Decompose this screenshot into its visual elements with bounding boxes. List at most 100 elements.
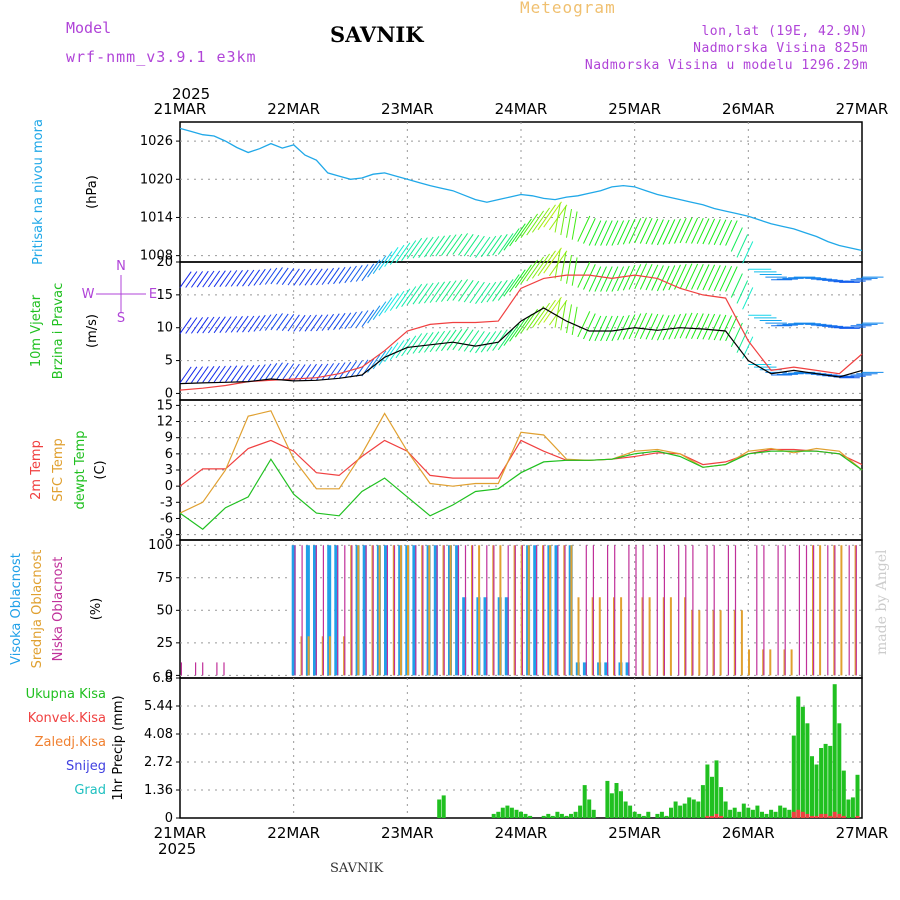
wind-arrow	[253, 314, 266, 332]
wind-arrow	[207, 316, 221, 334]
wind-arrow	[350, 311, 363, 329]
wind-arrow	[742, 241, 754, 264]
date-label-top: 27MAR	[836, 100, 889, 118]
date-label-top: 26MAR	[722, 100, 775, 118]
precip-bar	[732, 807, 737, 818]
y-tick-label: 10	[156, 321, 173, 336]
wind-arrow	[196, 270, 209, 288]
wind-arrow	[458, 234, 474, 256]
dewpt-line	[179, 450, 863, 530]
panel-wind: 0 5 10 15 20	[156, 255, 863, 401]
precip-bar	[819, 748, 824, 818]
precip-bar	[609, 793, 614, 818]
wind-arrow	[651, 219, 664, 245]
precip-legend-4: Grad	[74, 783, 106, 798]
model-name: wrf-nmm_v3.9.1 e3km	[66, 48, 257, 66]
convective-bar	[791, 811, 796, 818]
precip-bar	[828, 745, 833, 818]
wind-arrow	[259, 314, 272, 332]
wind-arrow	[509, 223, 526, 247]
wind-arrow	[656, 315, 670, 341]
wind-arrow	[583, 313, 596, 340]
footer-station: SAVNIK	[330, 861, 384, 876]
wind-arrow	[333, 362, 346, 380]
y-tick-label: 25	[156, 636, 173, 651]
y-tick-label: 4.08	[144, 727, 173, 742]
precip-bar	[846, 799, 851, 818]
wind-arrow	[401, 335, 417, 357]
wind-arrow	[185, 271, 198, 288]
precip-bar	[773, 811, 778, 818]
wind-arrow	[429, 330, 446, 353]
wind-arrow	[202, 270, 215, 288]
precip-bar	[760, 811, 764, 818]
wind-arrow	[264, 267, 278, 285]
wind-arrow	[514, 218, 532, 243]
wind-arrow	[719, 315, 733, 341]
wind-arrow	[713, 265, 727, 292]
wind-arrow	[315, 314, 329, 332]
precip-bar	[691, 799, 696, 818]
altitude-label: Nadmorska Visina 825m	[693, 41, 868, 56]
precip-bar	[814, 764, 819, 818]
wind-arrow	[202, 366, 215, 383]
wind-arrow	[384, 247, 399, 267]
wind-arrow	[594, 315, 607, 342]
wind-arrow	[566, 255, 572, 284]
wind-arrow	[469, 235, 485, 258]
wind-arrow	[600, 266, 613, 292]
precip-bar	[723, 801, 728, 818]
convective-bar	[800, 811, 805, 818]
wind-arrow	[344, 311, 357, 330]
precip-bar	[564, 815, 569, 818]
wind-arrow	[190, 366, 204, 383]
wind-arrow	[742, 287, 754, 310]
wind-arrow	[412, 283, 428, 305]
wind-arrow	[588, 266, 602, 292]
precip-bar	[710, 776, 714, 818]
wind-arrow	[190, 271, 204, 288]
y-tick-label: 5.44	[144, 699, 173, 714]
precip-bar	[555, 811, 560, 818]
y-tick-label: 0	[165, 479, 173, 494]
wind-arrow	[236, 315, 249, 333]
y-tick-label: 75	[156, 571, 173, 586]
precip-bar	[755, 805, 760, 818]
wind-arrow	[656, 265, 670, 292]
wind-arrow	[185, 366, 198, 384]
wind-arrow	[503, 274, 520, 297]
wind-arrow	[469, 331, 485, 353]
wind-arrow	[645, 218, 659, 245]
y-tick-label: 1014	[140, 210, 173, 225]
precip-bar	[810, 756, 814, 818]
wind-arrow	[622, 218, 636, 245]
wind-arrow	[338, 361, 352, 379]
convective-bar	[810, 815, 814, 818]
convective-bar	[814, 815, 819, 818]
wind-arrow	[327, 362, 340, 380]
precip-bar	[800, 706, 805, 818]
wind-arrow	[219, 270, 232, 287]
wind-arrow	[730, 273, 743, 298]
y-tick-label: -6	[160, 511, 173, 526]
y-tick-label: 6	[165, 447, 173, 462]
wind-arrow	[634, 312, 647, 339]
precip-bar	[441, 795, 446, 818]
precip-bar	[509, 807, 514, 818]
wind-arrow	[503, 323, 520, 346]
precip-bar	[787, 809, 792, 818]
y-tick-label: 12	[156, 415, 173, 430]
wind-arrow	[583, 264, 596, 290]
wind-arrow	[526, 210, 545, 236]
wind-arrow	[679, 217, 693, 244]
precip-bar	[578, 805, 583, 818]
wind-arrow	[554, 298, 561, 328]
wind-arrow	[531, 302, 551, 328]
wind-arrow	[310, 314, 323, 332]
wind-arrow	[418, 332, 434, 354]
model-label: Model	[66, 19, 112, 37]
wind-arrow	[253, 364, 266, 382]
pressure-unit: (hPa)	[85, 175, 100, 209]
wind-arrow	[242, 315, 255, 333]
